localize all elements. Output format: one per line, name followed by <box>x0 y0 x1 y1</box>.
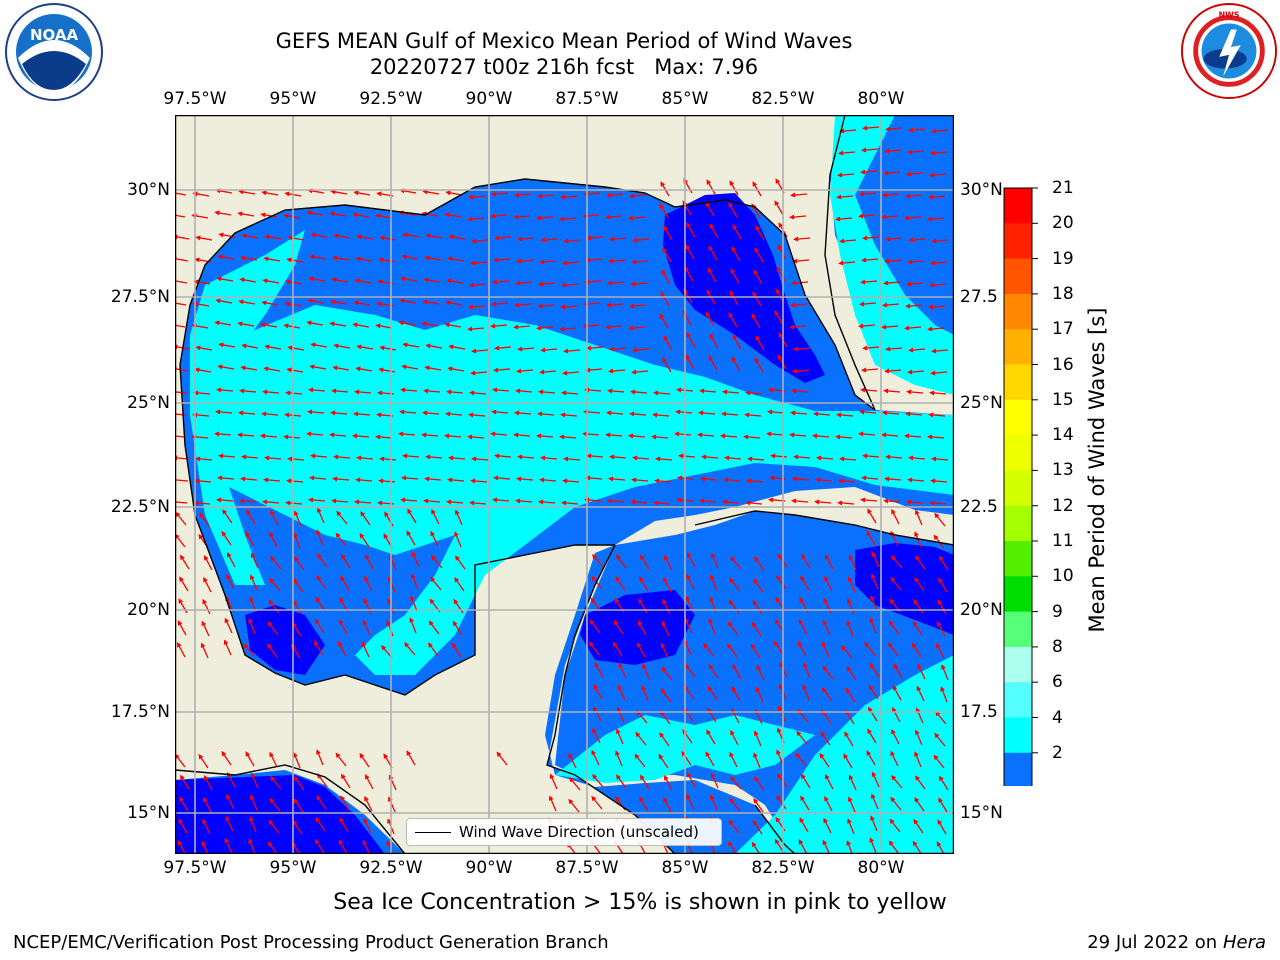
lat-tick-left: 15°N <box>127 803 170 823</box>
colorbar-segment <box>1004 505 1032 542</box>
lon-tick-top: 97.5°W <box>163 89 227 109</box>
title-line-1: GEFS MEAN Gulf of Mexico Mean Period of … <box>275 29 853 53</box>
colorbar-segment <box>1004 576 1032 613</box>
colorbar-segment <box>1004 188 1032 224</box>
colorbar-segment <box>1004 682 1032 718</box>
lat-tick-left: 20°N <box>127 600 170 620</box>
lon-tick-top: 90°W <box>465 89 513 109</box>
lat-tick-left: 22.5°N <box>110 497 170 517</box>
svg-text:NWS: NWS <box>1219 11 1240 20</box>
colorbar-tick-label: 14 <box>1052 425 1074 446</box>
colorbar-segment <box>1004 646 1032 683</box>
colorbar-segment <box>1004 470 1032 507</box>
lon-tick-top: 95°W <box>269 89 317 109</box>
lat-tick-right: 25°N <box>960 393 1003 413</box>
lon-tick-bottom: 92.5°W <box>359 858 423 878</box>
colorbar-segment <box>1004 541 1032 577</box>
colorbar-tick-label: 8 <box>1052 636 1063 657</box>
colorbar-tick-label: 15 <box>1052 389 1074 410</box>
sea-ice-footnote: Sea Ice Concentration > 15% is shown in … <box>333 890 947 915</box>
footer-right: 29 Jul 2022 on Hera <box>1087 932 1266 953</box>
footer-host: Hera <box>1222 932 1266 953</box>
cyan-band-west <box>190 230 305 585</box>
colorbar <box>1003 187 1038 786</box>
gridlines <box>175 115 954 854</box>
noaa-logo: NOAA <box>5 3 103 101</box>
colorbar-segment <box>1004 329 1032 365</box>
nws-logo: NWS <box>1180 2 1278 100</box>
colorbar-tick-label: 18 <box>1052 283 1074 304</box>
colorbar-segment <box>1004 717 1032 754</box>
legend-label: Wind Wave Direction (unscaled) <box>459 823 699 841</box>
footer-date: 29 Jul 2022 on <box>1087 932 1223 953</box>
colorbar-tick-label: 4 <box>1052 707 1063 728</box>
colorbar-tick-label: 21 <box>1052 178 1074 198</box>
lon-tick-top: 85°W <box>661 89 709 109</box>
deep-zone-bay-campeche <box>245 605 325 675</box>
deep-zone-pacific <box>175 775 385 854</box>
colorbar-tick-label: 13 <box>1052 460 1074 481</box>
colorbar-segment <box>1004 611 1032 648</box>
lon-tick-top: 92.5°W <box>359 89 423 109</box>
lon-tick-top: 80°W <box>857 89 905 109</box>
lat-tick-right: 15°N <box>960 803 1003 823</box>
colorbar-segment <box>1004 293 1032 330</box>
lat-tick-left: 17.5°N <box>110 702 170 722</box>
map-frame <box>175 115 954 854</box>
lon-tick-bottom: 95°W <box>269 858 317 878</box>
colorbar-segment <box>1004 258 1032 295</box>
legend-line-swatch <box>415 832 451 833</box>
colorbar-tick-label: 20 <box>1052 213 1074 234</box>
colorbar-tick-label: 16 <box>1052 354 1074 375</box>
title-line-2: 20220727 t00z 216h fcst Max: 7.96 <box>369 55 759 79</box>
colorbar-segment <box>1004 223 1032 260</box>
colorbar-segment <box>1004 364 1032 401</box>
lon-tick-bottom: 85°W <box>661 858 709 878</box>
lon-tick-bottom: 80°W <box>857 858 905 878</box>
colorbar-tick-label: 17 <box>1052 319 1074 340</box>
lat-tick-right: 20°N <box>960 600 1003 620</box>
deep-zone-honduras <box>580 590 695 665</box>
lat-tick-right: 17.5 <box>960 702 998 722</box>
lon-tick-top: 87.5°W <box>555 89 619 109</box>
lat-tick-left: 30°N <box>127 180 170 200</box>
deep-zone-caribbean <box>855 543 954 635</box>
colorbar-tick-label: 2 <box>1052 742 1063 763</box>
colorbar-segment <box>1004 399 1032 436</box>
lat-tick-left: 25°N <box>127 393 170 413</box>
colorbar-title: Mean Period of Wind Waves [s] <box>1085 307 1109 633</box>
colorbar-tick-label: 11 <box>1052 531 1074 551</box>
map-legend: Wind Wave Direction (unscaled) <box>406 818 722 846</box>
lat-tick-right: 22.5 <box>960 497 998 517</box>
wave-period-map <box>175 115 954 854</box>
lon-tick-bottom: 87.5°W <box>555 858 619 878</box>
cyan-band-gulf <box>190 305 954 675</box>
colorbar-tick-label: 10 <box>1052 566 1074 587</box>
colorbar-segment <box>1004 435 1032 471</box>
lon-tick-top: 82.5°W <box>751 89 815 109</box>
coastlines <box>175 115 954 854</box>
lon-tick-bottom: 97.5°W <box>163 858 227 878</box>
lat-tick-right: 27.5 <box>960 287 998 307</box>
lat-tick-right: 30°N <box>960 180 1003 200</box>
colorbar-tick-label: 6 <box>1052 672 1063 693</box>
noaa-logo-text: NOAA <box>30 26 79 44</box>
colorbar-segment <box>1004 752 1032 786</box>
lon-tick-bottom: 90°W <box>465 858 513 878</box>
lat-tick-left: 27.5°N <box>110 287 170 307</box>
colorbar-tick-label: 12 <box>1052 495 1074 516</box>
colorbar-tick-label: 19 <box>1052 248 1074 269</box>
deep-zone-big-bend <box>663 193 825 383</box>
lon-tick-bottom: 82.5°W <box>751 858 815 878</box>
footer-left: NCEP/EMC/Verification Post Processing Pr… <box>13 932 609 953</box>
colorbar-tick-label: 9 <box>1052 601 1063 622</box>
